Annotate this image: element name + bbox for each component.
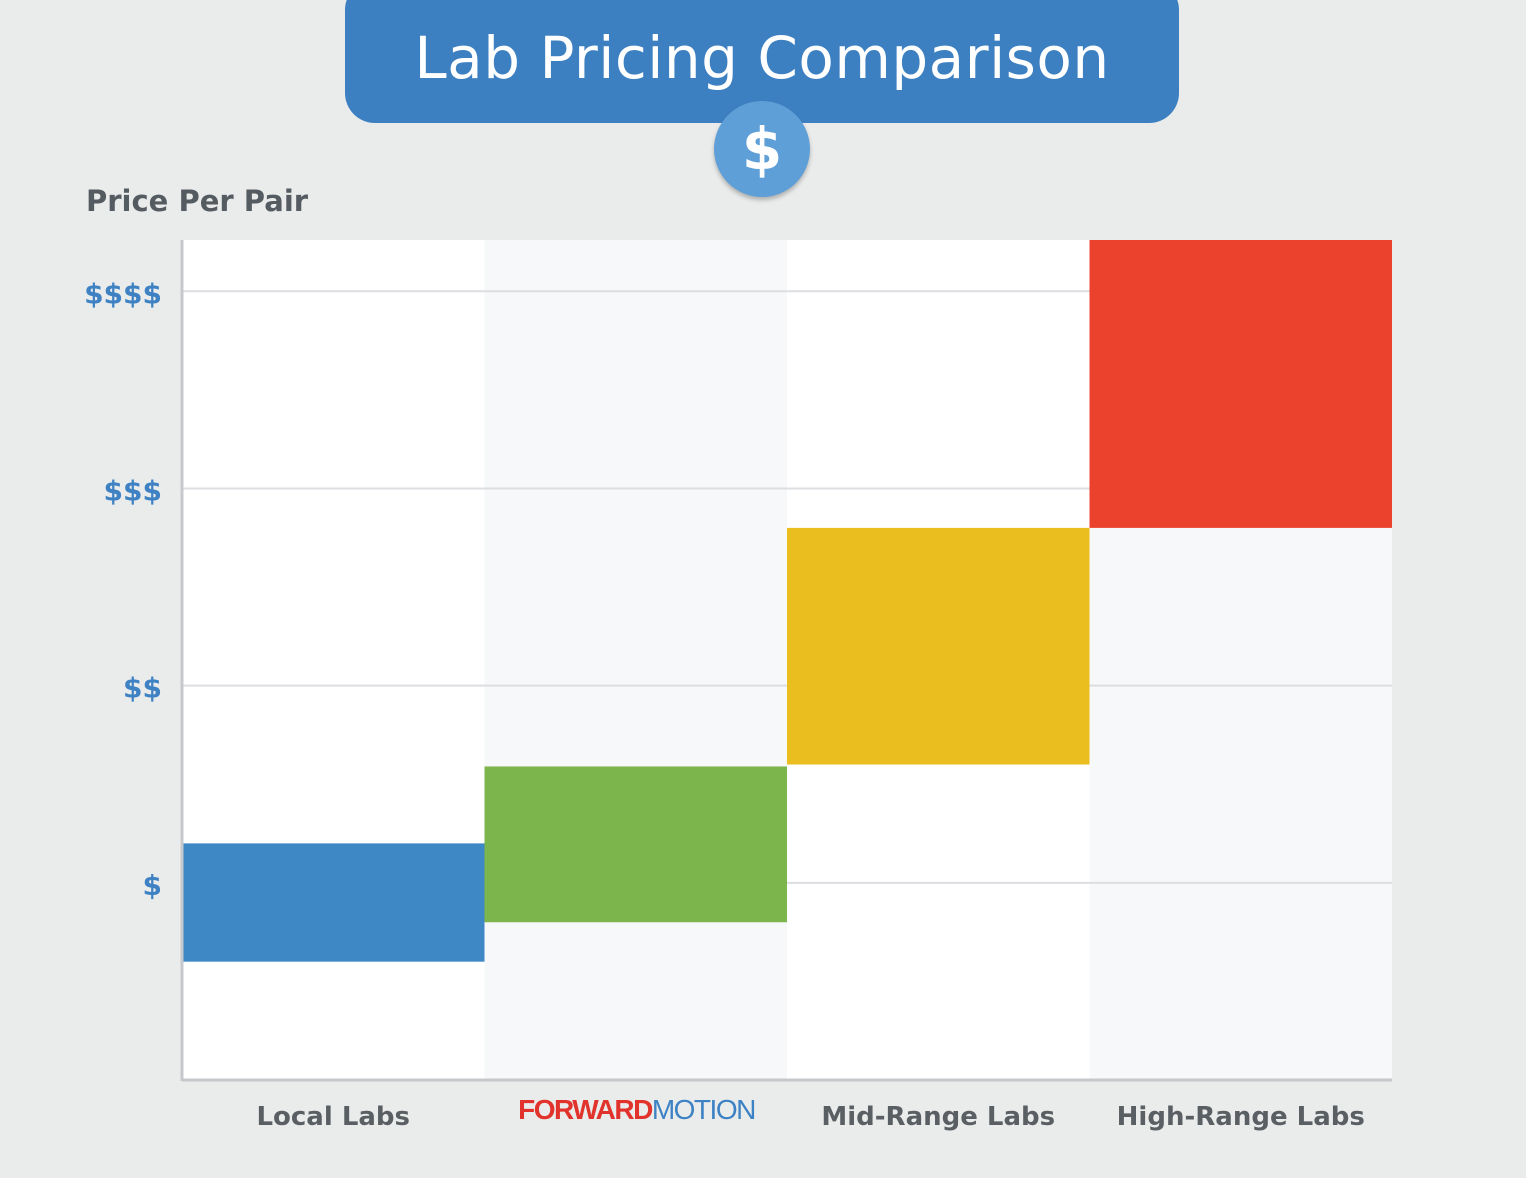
page-title: Lab Pricing Comparison — [414, 24, 1110, 92]
bar — [182, 843, 485, 962]
y-tick-labels: $$$$$$$$$$ — [84, 277, 162, 902]
y-tick-label: $$$$ — [84, 277, 162, 310]
x-tick-label: Mid-Range Labs — [821, 1102, 1055, 1132]
dollar-sign-icon: $ — [714, 101, 810, 197]
x-tick-labels: Local Labs Mid-Range Labs High-Range Labs — [256, 1102, 1364, 1132]
column-band — [484, 240, 787, 1080]
bars — [182, 240, 1392, 962]
x-tick-label: High-Range Labs — [1117, 1102, 1365, 1132]
bar — [1089, 240, 1392, 528]
y-axis-title: Price Per Pair — [86, 184, 309, 218]
y-tick-label: $ — [143, 869, 162, 902]
bar — [787, 527, 1090, 765]
x-tick-label-forwardmotion-logo: FORWARDMOTION — [485, 1094, 788, 1126]
y-tick-label: $$ — [123, 672, 162, 705]
brand-motion-text: MOTION — [651, 1094, 757, 1125]
x-tick-label: Local Labs — [256, 1102, 410, 1132]
y-tick-label: $$$ — [104, 474, 162, 507]
axes — [180, 240, 1392, 1082]
brand-forward-text: FORWARD — [518, 1094, 653, 1125]
bar — [484, 766, 787, 923]
